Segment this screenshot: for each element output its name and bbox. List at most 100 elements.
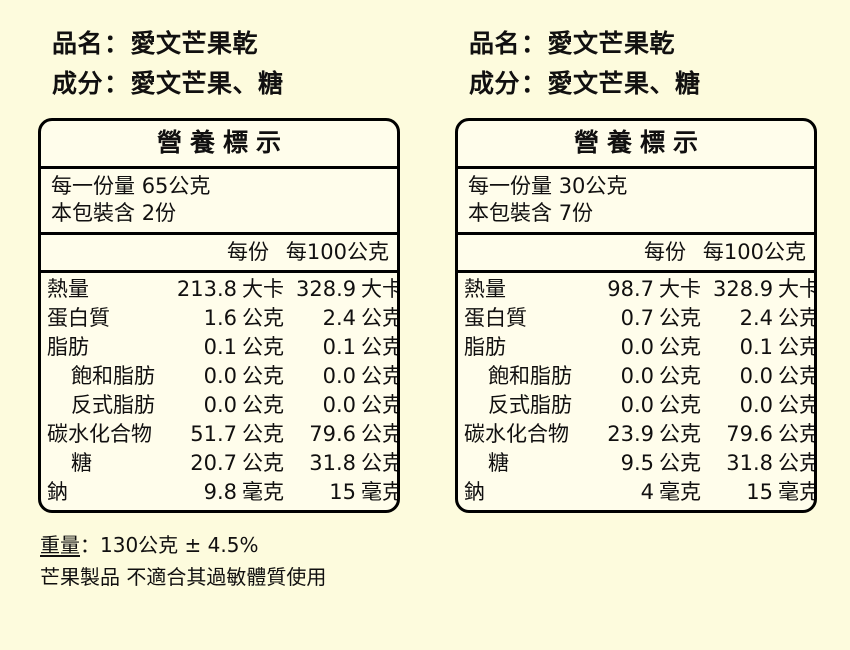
nutrient-per-serving: 213.8 <box>176 277 237 301</box>
serving-info-block: 每一份量 65公克 本包裝含 2份 <box>41 169 397 235</box>
nutrient-rows: 熱量 98.7 大卡 328.9 大卡 蛋白質 0.7 公克 2.4 公克 脂肪 0.0 公克 0.1 公克… <box>458 273 814 510</box>
nutrition-facts-box: 營養標示 每一份量 65公克 本包裝含 2份 每份 每100公克 熱量 213.8… <box>38 118 400 513</box>
servings-per-pack-value: 2份 <box>141 201 177 225</box>
column-header-row: 每份 每100公克 <box>41 235 397 273</box>
nutrient-per-serving: 0.7 <box>620 306 654 330</box>
net-weight-line: 重量：130公克 ± 4.5% <box>40 529 430 561</box>
nutrient-unit-per-100g: 公克 <box>361 335 400 359</box>
label-panel-left: 品名 ： 愛文芒果乾 成分 ： 愛文芒果、糖 營養標示 每一份量 65公克 <box>0 0 430 593</box>
nutrient-name: 反式脂肪 <box>71 393 155 417</box>
nutrition-facts-box: 營養標示 每一份量 30公克 本包裝含 7份 每份 每100公克 熱量 98.7 大… <box>455 118 817 513</box>
serving-size-row: 每一份量 65公克 <box>51 173 397 200</box>
nutrient-unit-per-100g: 公克 <box>361 422 400 446</box>
serving-size-row: 每一份量 30公克 <box>468 173 814 200</box>
label-panel-right: 品名 ： 愛文芒果乾 成分 ： 愛文芒果、糖 營養標示 每一份量 30公克 <box>430 0 850 593</box>
nutrient-per-serving: 98.7 <box>607 277 654 301</box>
nutrient-per-serving: 0.0 <box>203 364 237 388</box>
nutrient-row: 反式脂肪 0.0 公克 0.0 公克 <box>41 391 397 420</box>
net-weight-value: 130公克 ± 4.5% <box>100 533 259 557</box>
ingredients-label: 成分 <box>469 69 521 98</box>
nutrient-unit-per-100g: 公克 <box>361 451 400 475</box>
serving-info-block: 每一份量 30公克 本包裝含 7份 <box>458 169 814 235</box>
column-header-per-serving: 每份 <box>227 240 269 264</box>
product-name-label: 品名 <box>52 29 104 58</box>
nutrient-unit-per-100g: 大卡 <box>778 277 817 301</box>
nutrient-unit-per-100g: 公克 <box>361 364 400 388</box>
nutrient-per-100g: 31.8 <box>309 451 356 475</box>
nutrient-unit-per-100g: 公克 <box>778 335 817 359</box>
nutrition-facts-title: 營養標示 <box>41 121 397 169</box>
servings-per-pack-value: 7份 <box>558 201 594 225</box>
label-footer-left: 重量：130公克 ± 4.5% 芒果製品 不適合其過敏體質使用 <box>38 513 430 593</box>
servings-per-pack-row: 本包裝含 2份 <box>51 200 397 227</box>
nutrient-per-serving: 0.0 <box>620 335 654 359</box>
nutrient-unit: 公克 <box>659 422 701 446</box>
nutrient-unit-per-100g: 公克 <box>778 306 817 330</box>
nutrient-row: 鈉 9.8 毫克 15 毫克 <box>41 478 397 507</box>
product-name-line: 品名 ： 愛文芒果乾 <box>469 24 850 64</box>
nutrient-row: 脂肪 0.1 公克 0.1 公克 <box>41 333 397 362</box>
nutrient-per-100g: 0.0 <box>739 364 773 388</box>
product-name-value: 愛文芒果乾 <box>130 29 259 58</box>
ingredients-colon: ： <box>521 69 547 98</box>
nutrient-unit-per-100g: 公克 <box>778 422 817 446</box>
nutrient-unit: 大卡 <box>659 277 701 301</box>
nutrient-row: 飽和脂肪 0.0 公克 0.0 公克 <box>458 362 814 391</box>
nutrient-unit: 公克 <box>242 335 284 359</box>
nutrient-unit-per-100g: 公克 <box>361 393 400 417</box>
nutrient-unit-per-100g: 毫克 <box>361 480 400 504</box>
nutrient-per-100g: 0.0 <box>739 393 773 417</box>
nutrient-per-100g: 0.0 <box>322 393 356 417</box>
nutrient-per-serving: 20.7 <box>190 451 237 475</box>
nutrient-per-100g: 328.9 <box>713 277 774 301</box>
product-info-right: 品名 ： 愛文芒果乾 成分 ： 愛文芒果、糖 <box>455 24 850 104</box>
product-ingredients-line: 成分 ： 愛文芒果、糖 <box>469 64 850 104</box>
nutrient-rows: 熱量 213.8 大卡 328.9 大卡 蛋白質 1.6 公克 2.4 公克 脂肪 0.1 公克 0.1 公… <box>41 273 397 510</box>
serving-size-value: 65公克 <box>141 174 211 198</box>
column-header-per-100g: 每100公克 <box>702 240 806 264</box>
nutrient-unit-per-100g: 毫克 <box>778 480 817 504</box>
nutrient-unit: 公克 <box>242 451 284 475</box>
nutrient-unit: 大卡 <box>242 277 284 301</box>
nutrient-per-serving: 23.9 <box>607 422 654 446</box>
nutrient-row: 反式脂肪 0.0 公克 0.0 公克 <box>458 391 814 420</box>
ingredients-value: 愛文芒果、糖 <box>130 69 284 98</box>
label-panels: 品名 ： 愛文芒果乾 成分 ： 愛文芒果、糖 營養標示 每一份量 65公克 <box>0 0 850 593</box>
nutrient-unit-per-100g: 公克 <box>361 306 400 330</box>
nutrient-row: 蛋白質 0.7 公克 2.4 公克 <box>458 304 814 333</box>
product-name-line: 品名 ： 愛文芒果乾 <box>52 24 430 64</box>
nutrient-unit: 公克 <box>659 451 701 475</box>
nutrient-row: 熱量 98.7 大卡 328.9 大卡 <box>458 275 814 304</box>
nutrient-per-serving: 0.0 <box>620 364 654 388</box>
servings-per-pack-label: 本包裝含 <box>468 201 552 225</box>
product-name-value: 愛文芒果乾 <box>547 29 676 58</box>
nutrient-unit: 公克 <box>659 364 701 388</box>
nutrient-unit-per-100g: 大卡 <box>361 277 400 301</box>
servings-per-pack-label: 本包裝含 <box>51 201 135 225</box>
nutrient-name: 反式脂肪 <box>488 393 572 417</box>
nutrition-facts-title: 營養標示 <box>458 121 814 169</box>
nutrient-per-100g: 15 <box>329 480 356 504</box>
nutrient-per-serving: 9.8 <box>203 480 237 504</box>
nutrient-per-serving: 9.5 <box>620 451 654 475</box>
serving-size-value: 30公克 <box>558 174 628 198</box>
nutrient-name: 飽和脂肪 <box>488 364 572 388</box>
nutrient-per-serving: 51.7 <box>190 422 237 446</box>
nutrient-row: 碳水化合物 23.9 公克 79.6 公克 <box>458 420 814 449</box>
nutrient-name: 蛋白質 <box>464 306 527 330</box>
nutrient-unit: 公克 <box>242 306 284 330</box>
nutrient-per-100g: 328.9 <box>296 277 357 301</box>
net-weight-label: 重量 <box>40 533 80 557</box>
servings-per-pack-row: 本包裝含 7份 <box>468 200 814 227</box>
product-ingredients-line: 成分 ： 愛文芒果、糖 <box>52 64 430 104</box>
nutrient-name: 碳水化合物 <box>464 422 569 446</box>
product-name-colon: ： <box>521 29 547 58</box>
ingredients-label: 成分 <box>52 69 104 98</box>
nutrient-per-serving: 0.0 <box>203 393 237 417</box>
nutrient-unit-per-100g: 公克 <box>778 451 817 475</box>
nutrient-name: 脂肪 <box>464 335 506 359</box>
serving-size-label: 每一份量 <box>51 174 135 198</box>
product-name-label: 品名 <box>469 29 521 58</box>
nutrient-row: 碳水化合物 51.7 公克 79.6 公克 <box>41 420 397 449</box>
